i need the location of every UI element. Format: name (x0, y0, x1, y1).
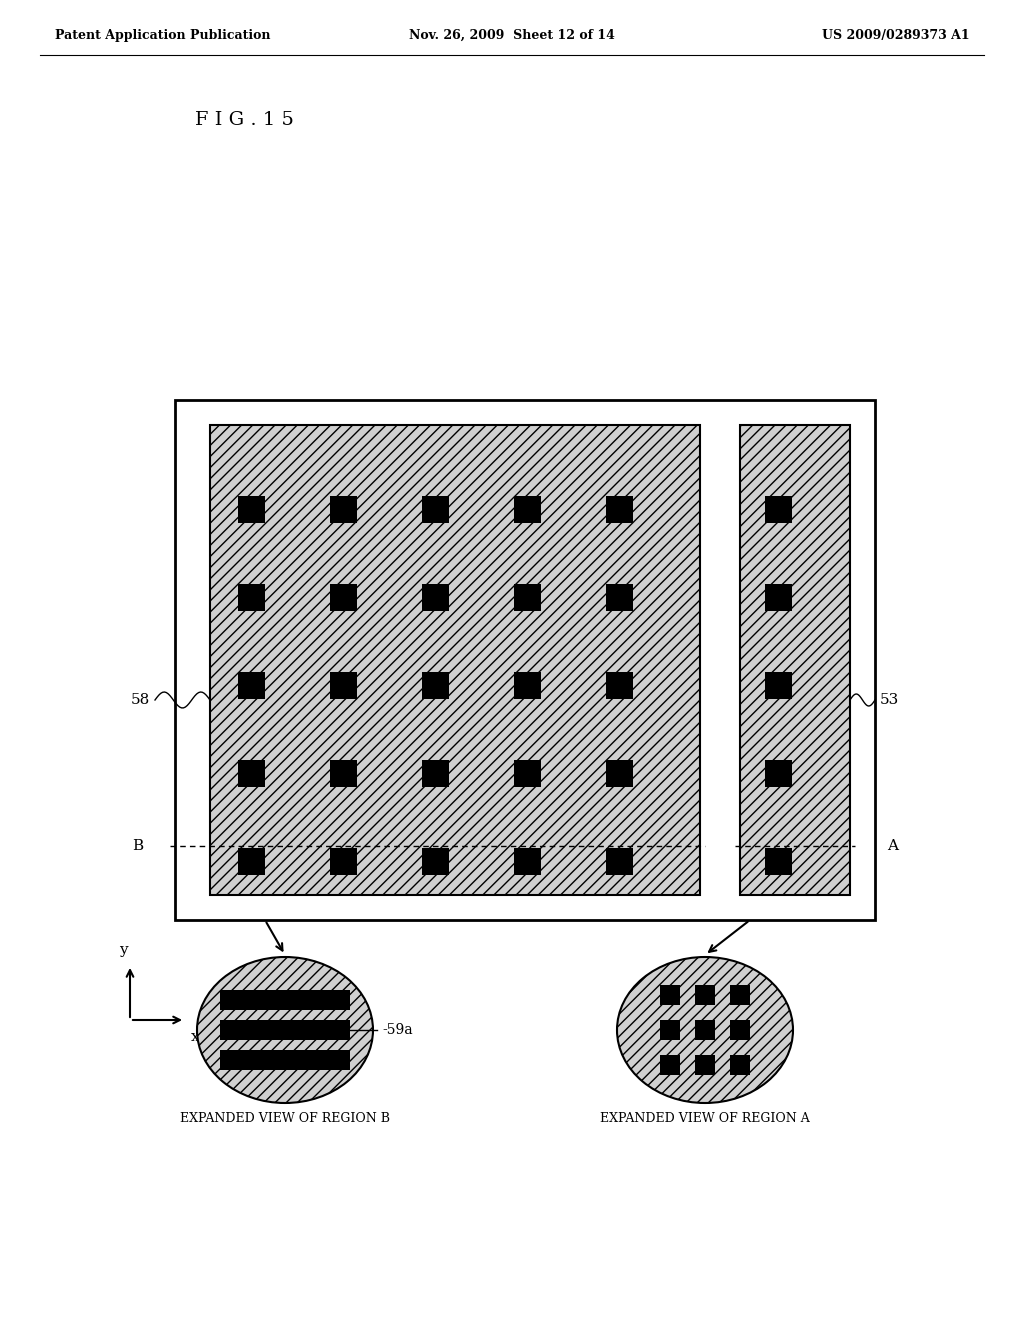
Text: US 2009/0289373 A1: US 2009/0289373 A1 (822, 29, 970, 41)
Bar (238, 847, 265, 875)
Bar (514, 496, 541, 523)
Bar (514, 672, 541, 700)
Bar (422, 583, 449, 611)
Bar (695, 1020, 715, 1040)
Bar (330, 496, 357, 523)
Bar (422, 496, 449, 523)
Text: A: A (887, 840, 898, 853)
Bar (220, 990, 350, 1010)
Bar (175, 400, 874, 920)
Text: x: x (190, 1030, 200, 1044)
Bar (606, 672, 633, 700)
Bar (514, 847, 541, 875)
Bar (238, 583, 265, 611)
Ellipse shape (617, 957, 793, 1104)
Text: 53: 53 (880, 693, 899, 708)
Bar (765, 760, 792, 787)
Bar (730, 1020, 750, 1040)
Text: -59a: -59a (382, 1023, 413, 1038)
Text: B: B (132, 840, 143, 853)
Text: y: y (119, 942, 127, 957)
Bar (238, 672, 265, 700)
Bar (730, 1055, 750, 1074)
Bar (220, 1049, 350, 1071)
Bar (330, 760, 357, 787)
Bar (238, 496, 265, 523)
Text: EXPANDED VIEW OF REGION A: EXPANDED VIEW OF REGION A (600, 1111, 810, 1125)
Bar (765, 496, 792, 523)
Bar (422, 847, 449, 875)
Bar (606, 847, 633, 875)
Bar (660, 985, 680, 1005)
Bar (514, 583, 541, 611)
Bar (330, 583, 357, 611)
Text: Nov. 26, 2009  Sheet 12 of 14: Nov. 26, 2009 Sheet 12 of 14 (409, 29, 615, 41)
Bar (660, 1055, 680, 1074)
Bar (606, 583, 633, 611)
Bar (765, 847, 792, 875)
Bar (730, 985, 750, 1005)
Bar (220, 1020, 350, 1040)
Text: 58: 58 (131, 693, 150, 708)
Text: F I G . 1 5: F I G . 1 5 (195, 111, 294, 129)
Bar (765, 672, 792, 700)
Bar (695, 1055, 715, 1074)
Bar (765, 583, 792, 611)
Bar (514, 760, 541, 787)
Bar (740, 425, 850, 895)
Bar (660, 1020, 680, 1040)
Bar (422, 760, 449, 787)
Bar (606, 496, 633, 523)
Text: EXPANDED VIEW OF REGION B: EXPANDED VIEW OF REGION B (180, 1111, 390, 1125)
Bar (210, 425, 700, 895)
Bar (422, 672, 449, 700)
Text: Patent Application Publication: Patent Application Publication (55, 29, 270, 41)
Ellipse shape (197, 957, 373, 1104)
Bar (606, 760, 633, 787)
Bar (695, 985, 715, 1005)
Bar (330, 672, 357, 700)
Bar (238, 760, 265, 787)
Bar (330, 847, 357, 875)
